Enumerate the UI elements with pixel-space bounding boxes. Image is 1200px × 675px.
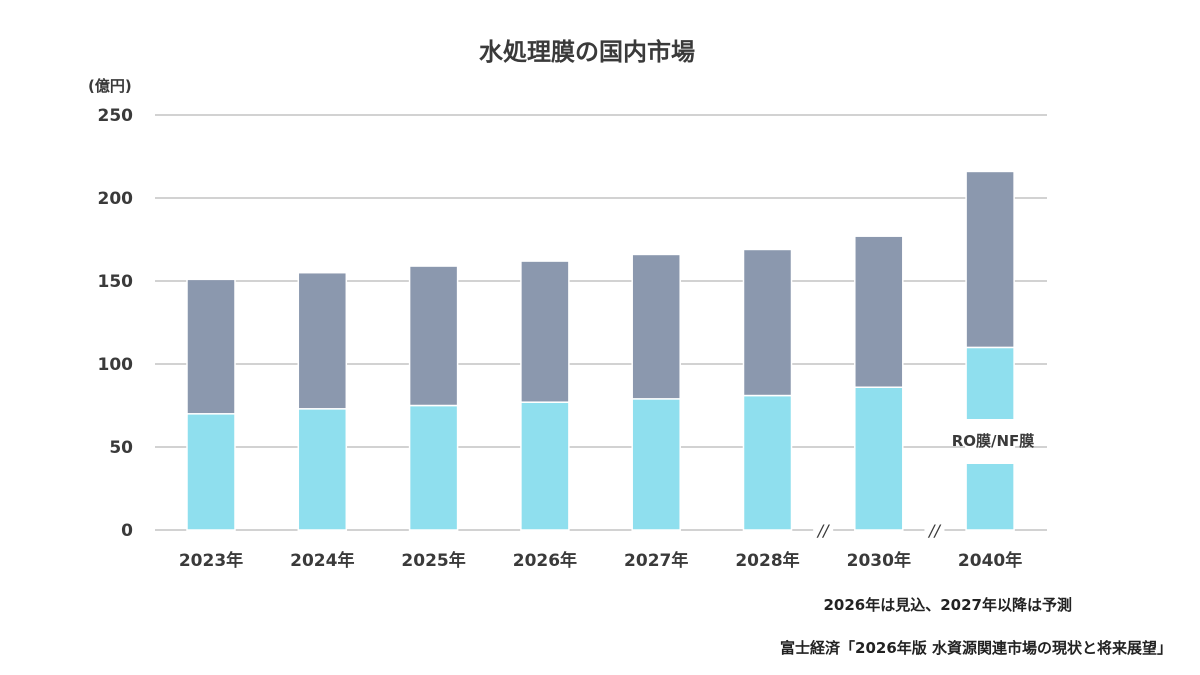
bar-segment-1-0 [186,278,236,415]
bar-segment-0-3 [520,401,570,531]
axis-break-mark: // [927,521,941,540]
x-tick-label: 2027年 [624,550,688,571]
y-tick-label: 0 [121,521,133,541]
y-tick-label: 200 [98,189,134,209]
x-tick-labels: 2023年 2024年 2025年 2026年 2027年 2028年 2030年 2040年 [179,550,1022,571]
y-tick-label: 250 [98,106,134,126]
axis-breaks: // // [813,521,945,540]
bars [186,170,1016,531]
bar-segment-1-2 [408,265,459,407]
axis-break-mark: // [816,521,830,540]
bar-segment-1-1 [297,271,348,410]
bar-segment-0-1 [297,408,348,531]
bar-segment-0-2 [408,404,459,531]
bar-segment-0-6 [854,386,904,531]
source-note: 富士経済「2026年版 水資源関連市場の現状と将来展望」 [780,639,1172,657]
bar-segment-1-5 [742,248,793,397]
x-tick-label: 2026年 [513,550,577,571]
y-tick-label: 150 [98,272,134,292]
bar-segment-0-4 [631,398,681,531]
forecast-note: 2026年は見込、2027年以降は予測 [824,596,1073,614]
y-tick-labels: 0 50 100 150 200 250 [98,106,134,541]
x-tick-label: 2040年 [958,550,1022,571]
y-tick-label: 50 [109,438,133,458]
x-tick-label: 2025年 [401,550,465,571]
chart-title: 水処理膜の国内市場 [479,38,695,66]
x-tick-label: 2023年 [179,550,243,571]
x-tick-label: 2028年 [735,550,799,571]
x-tick-label: 2030年 [847,550,911,571]
axis-break-mask [924,526,945,534]
bar-segment-0-0 [186,413,236,531]
axis-break-mask [813,526,834,534]
y-axis-unit: (億円) [88,77,132,95]
bar-segment-1-3 [520,260,570,403]
annotation-gap [965,419,1016,464]
bar-segment-1-6 [854,235,904,388]
bar-segment-0-5 [742,394,793,531]
bar-segment-1-7 [965,170,1015,349]
series-annotation-ro-nf: RO膜/NF膜 [952,432,1035,450]
x-tick-label: 2024年 [290,550,354,571]
gridlines [155,114,1047,531]
y-tick-label: 100 [98,355,134,375]
bar-segment-1-4 [631,253,681,400]
